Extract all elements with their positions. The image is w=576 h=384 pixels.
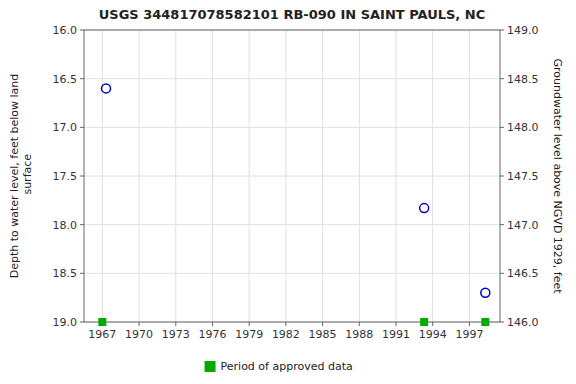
y-tick-label: 16.0 [53, 24, 78, 37]
y-tick [80, 30, 84, 31]
y-tick [80, 224, 84, 225]
square-marker [481, 318, 489, 326]
y2-axis-label: Groundwater level above NGVD 1929, feet [551, 58, 564, 294]
x-tick [396, 322, 397, 326]
grid-line-y [84, 176, 500, 177]
y-tick [80, 127, 84, 128]
grid-line-y [84, 127, 500, 128]
x-tick [139, 322, 140, 326]
y-axis: 16.0 16.5 17.0 17.5 18.0 18.5 19.0 [53, 24, 85, 329]
marks [98, 84, 489, 326]
y-tick-label: 17.0 [53, 121, 78, 134]
y2-tick [500, 322, 504, 323]
x-tick [249, 322, 250, 326]
y2-tick [500, 78, 504, 79]
x-tick-label: 1997 [455, 328, 483, 341]
legend-swatch [205, 361, 216, 372]
y2-tick-label: 147.0 [507, 219, 539, 232]
square-marker [98, 318, 106, 326]
x-tick [469, 322, 470, 326]
x-tick [175, 322, 176, 326]
y2-tick [500, 176, 504, 177]
y2-tick [500, 273, 504, 274]
grid [84, 30, 500, 322]
y2-tick-label: 148.5 [507, 73, 539, 86]
y-tick-label: 19.0 [53, 316, 78, 329]
circle-marker [420, 204, 429, 213]
series [98, 318, 489, 326]
x-tick [432, 322, 433, 326]
y2-tick-label: 147.5 [507, 170, 539, 183]
series [102, 84, 490, 297]
y2-tick-label: 148.0 [507, 121, 539, 134]
x-tick [359, 322, 360, 326]
y-tick [80, 78, 84, 79]
grid-line-y [84, 273, 500, 274]
y-axis-label: Depth to water level, feet below land su… [8, 74, 34, 279]
y-tick-label: 16.5 [53, 73, 78, 86]
y2-tick-label: 146.5 [507, 267, 539, 280]
x-tick-label: 1994 [419, 328, 447, 341]
x-tick [212, 322, 213, 326]
title: USGS 344817078582101 RB-090 IN SAINT PAU… [99, 7, 486, 22]
x-tick-label: 1976 [198, 328, 226, 341]
y-axis-label-line: surface [21, 154, 34, 198]
grid-line-y [84, 78, 500, 79]
plot-frame [84, 30, 500, 322]
x-tick-label: 1973 [162, 328, 190, 341]
y-tick [80, 273, 84, 274]
x-tick-label: 1988 [345, 328, 373, 341]
x-tick [285, 322, 286, 326]
y-axis-label-line: Depth to water level, feet below land [8, 74, 21, 279]
y2-tick [500, 127, 504, 128]
x-tick-label: 1982 [272, 328, 300, 341]
chart: 1967 1970 1973 1976 1979 1982 1985 1988 1991 1994… [0, 0, 576, 384]
x-tick-label: 1970 [125, 328, 153, 341]
y-tick [80, 322, 84, 323]
y-tick [80, 176, 84, 177]
legend-label: Period of approved data [221, 360, 353, 373]
y2-tick [500, 30, 504, 31]
x-tick-label: 1985 [309, 328, 337, 341]
x-tick [322, 322, 323, 326]
x-tick-label: 1979 [235, 328, 263, 341]
x-tick-label: 1967 [88, 328, 116, 341]
y-tick-label: 18.0 [53, 219, 78, 232]
circle-marker [102, 84, 111, 93]
legend: Period of approved data [205, 360, 353, 373]
circle-marker [481, 288, 490, 297]
y-tick-label: 17.5 [53, 170, 78, 183]
x-tick-label: 1991 [382, 328, 410, 341]
y2-tick-label: 149.0 [507, 24, 539, 37]
y2-tick [500, 224, 504, 225]
square-marker [420, 318, 428, 326]
y-tick-label: 18.5 [53, 267, 78, 280]
grid-line-y [84, 224, 500, 225]
y2-tick-label: 146.0 [507, 316, 539, 329]
y2-axis: 149.0 148.5 148.0 147.5 147.0 146.5 146.0 [500, 24, 539, 329]
